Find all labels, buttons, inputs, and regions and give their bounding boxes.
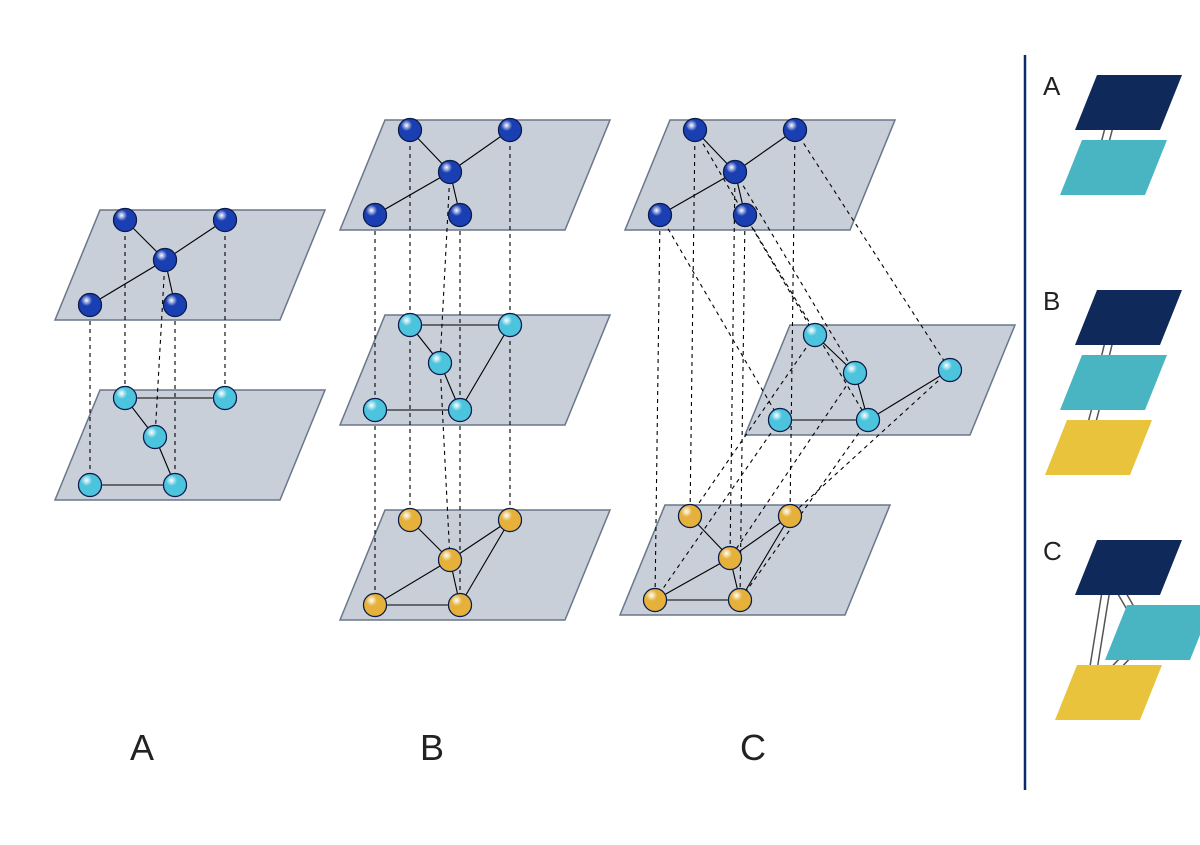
network-node bbox=[114, 209, 137, 232]
network-node bbox=[679, 505, 702, 528]
interlayer-edge bbox=[660, 215, 780, 420]
network-node bbox=[499, 509, 522, 532]
network-node bbox=[499, 119, 522, 142]
legend-plane bbox=[1075, 75, 1182, 130]
legend-plane bbox=[1075, 290, 1182, 345]
legend-item-A: A bbox=[1043, 71, 1182, 195]
network-node bbox=[164, 294, 187, 317]
network-node bbox=[364, 594, 387, 617]
network-node bbox=[364, 204, 387, 227]
panel-label-A: A bbox=[130, 727, 154, 768]
panel-C: C bbox=[620, 119, 1015, 769]
legend-plane bbox=[1045, 420, 1152, 475]
network-node bbox=[719, 547, 742, 570]
legend-plane bbox=[1055, 665, 1162, 720]
network-node bbox=[364, 399, 387, 422]
network-node bbox=[399, 314, 422, 337]
network-node bbox=[769, 409, 792, 432]
diagram-svg: A B C A B C bbox=[0, 0, 1200, 845]
legend-plane bbox=[1060, 140, 1167, 195]
network-node bbox=[399, 119, 422, 142]
panel-label-B: B bbox=[420, 727, 444, 768]
network-node bbox=[779, 505, 802, 528]
legend-item-label: B bbox=[1043, 286, 1060, 316]
network-node bbox=[214, 387, 237, 410]
network-node bbox=[734, 204, 757, 227]
network-node bbox=[214, 209, 237, 232]
network-node bbox=[729, 589, 752, 612]
network-node bbox=[114, 387, 137, 410]
network-node bbox=[144, 426, 167, 449]
network-node bbox=[784, 119, 807, 142]
network-node bbox=[164, 474, 187, 497]
legend-item-C: C bbox=[1043, 536, 1200, 720]
network-node bbox=[449, 204, 472, 227]
legend-item-B: B bbox=[1043, 286, 1182, 475]
panel-A: A bbox=[55, 209, 325, 769]
network-node bbox=[449, 399, 472, 422]
network-node bbox=[804, 324, 827, 347]
network-node bbox=[79, 294, 102, 317]
legend-plane bbox=[1060, 355, 1167, 410]
panel-label-C: C bbox=[740, 727, 766, 768]
network-node bbox=[649, 204, 672, 227]
legend-plane bbox=[1075, 540, 1182, 595]
network-node bbox=[399, 509, 422, 532]
network-node bbox=[724, 161, 747, 184]
network-node bbox=[684, 119, 707, 142]
network-node bbox=[429, 352, 452, 375]
legend: A B C bbox=[1025, 55, 1200, 790]
legend-plane bbox=[1105, 605, 1200, 660]
network-node bbox=[499, 314, 522, 337]
network-node bbox=[154, 249, 177, 272]
legend-item-label: C bbox=[1043, 536, 1062, 566]
network-node bbox=[439, 161, 462, 184]
panel-B: B bbox=[340, 119, 610, 769]
network-node bbox=[79, 474, 102, 497]
network-node bbox=[644, 589, 667, 612]
network-node bbox=[449, 594, 472, 617]
network-node bbox=[439, 549, 462, 572]
network-node bbox=[844, 362, 867, 385]
legend-item-label: A bbox=[1043, 71, 1061, 101]
network-node bbox=[857, 409, 880, 432]
network-node bbox=[939, 359, 962, 382]
